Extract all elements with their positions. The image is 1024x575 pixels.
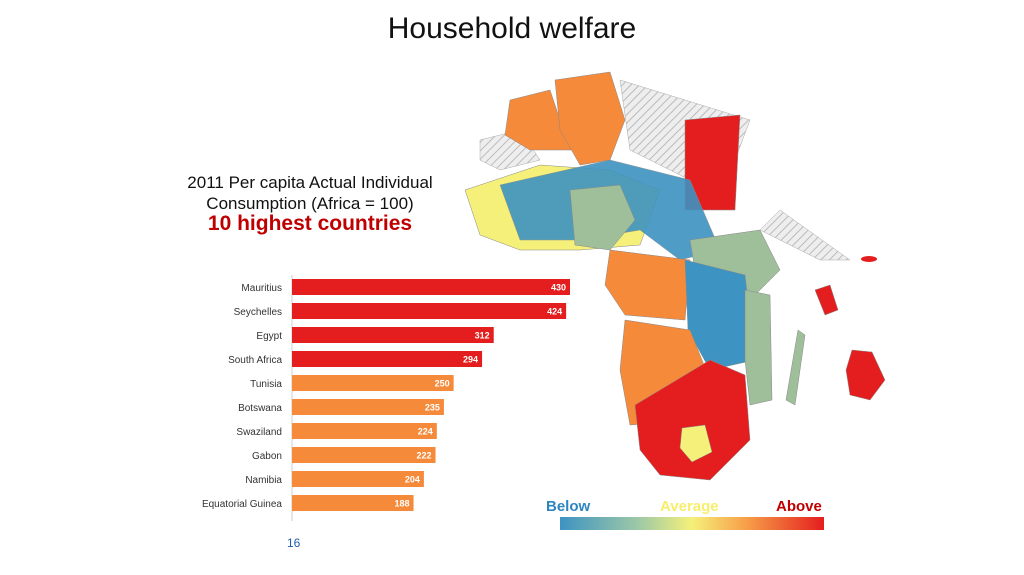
data-label: 188	[395, 499, 410, 509]
category-label: Tunisia	[250, 379, 282, 390]
bar	[292, 471, 424, 487]
category-label: Mauritius	[241, 283, 282, 294]
category-label: Gabon	[252, 451, 282, 462]
category-label: Seychelles	[234, 307, 282, 318]
chart-highlight: 10 highest countries	[207, 212, 413, 235]
data-label: 424	[547, 307, 562, 317]
bar	[292, 447, 436, 463]
map-region-east-coast-green	[744, 289, 773, 406]
data-label: 312	[475, 331, 490, 341]
data-label: 224	[418, 427, 433, 437]
map-region-madagascar	[785, 329, 806, 406]
map-region-north-central	[554, 71, 626, 166]
map-region-congo-blue	[684, 259, 756, 371]
map-region-coast-green	[569, 184, 636, 251]
data-label: 430	[551, 283, 566, 293]
data-label: 294	[463, 355, 478, 365]
map-region-seychelles	[814, 284, 839, 316]
color-legend-gradient	[560, 517, 824, 530]
category-label: Equatorial Guinea	[202, 499, 282, 510]
legend-above-label: Above	[776, 498, 822, 515]
bar	[292, 375, 454, 391]
category-label: South Africa	[228, 355, 282, 366]
page-title: Household welfare	[387, 12, 637, 45]
category-label: Swaziland	[236, 427, 282, 438]
data-label: 222	[416, 451, 431, 461]
bar	[292, 303, 567, 319]
map-region-mauritius	[845, 349, 886, 401]
page-number: 16	[287, 536, 301, 550]
data-label: 235	[425, 403, 440, 413]
category-label: Namibia	[245, 475, 282, 486]
bar	[292, 495, 414, 511]
bar	[292, 327, 494, 343]
map-region-cape-verde	[861, 256, 877, 262]
map-region-central-orange	[604, 249, 691, 321]
bar	[292, 351, 483, 367]
cartogram-map	[464, 71, 886, 481]
legend-average-label: Average	[660, 498, 719, 515]
bar	[292, 423, 437, 439]
legend-below-label: Below	[546, 498, 591, 515]
bar-chart: Mauritius 430 Seychelles 424 Egypt 312 South A…	[202, 275, 570, 521]
data-label: 204	[405, 475, 420, 485]
data-label: 250	[435, 379, 450, 389]
category-label: Botswana	[238, 403, 282, 414]
bar	[292, 279, 570, 295]
category-label: Egypt	[256, 331, 282, 342]
chart-subtitle: 2011 Per capita Actual Individual Consum…	[187, 173, 433, 213]
map-region-hatched-east	[759, 209, 851, 261]
bar	[292, 399, 444, 415]
color-legend-labels: Below Average Above	[546, 498, 836, 518]
map-region-south-africa	[634, 359, 751, 481]
map-region-lesotho	[679, 424, 713, 463]
